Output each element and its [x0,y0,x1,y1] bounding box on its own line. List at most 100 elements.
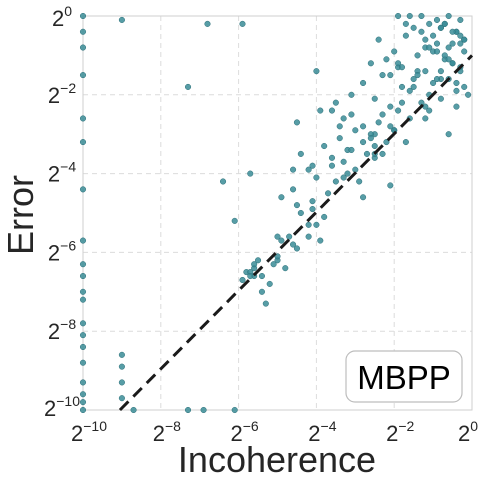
data-point [274,253,281,260]
data-point [286,233,293,240]
y-tick-label: 2−10 [44,393,80,421]
data-point [387,182,394,189]
legend-label: MBPP [357,359,451,396]
data-point [118,395,125,402]
data-point [395,60,402,67]
data-point [321,142,328,150]
data-point [453,79,460,87]
data-point [336,123,343,130]
data-point [313,68,320,75]
data-point [79,44,87,51]
data-point [348,111,355,118]
data-point [457,16,464,23]
data-point [387,103,394,110]
data-point [79,406,87,414]
data-point [317,107,324,114]
data-point [79,186,87,193]
data-point [79,359,87,366]
data-point [402,32,409,39]
x-tick-label: 2−10 [71,418,107,446]
data-point [309,198,316,205]
data-point [360,79,367,87]
data-point [258,272,265,280]
data-point [79,139,87,146]
data-point [293,119,301,126]
data-point [118,351,125,358]
data-point [231,406,238,414]
data-point [266,280,273,287]
data-point [414,72,421,79]
data-point [465,91,472,98]
data-point [332,99,339,106]
data-point [406,87,413,94]
data-point [430,32,437,39]
plot-frame [82,15,473,411]
data-point [375,119,382,126]
data-point [449,60,456,67]
data-point [453,103,460,110]
data-point [293,202,301,209]
data-point [290,241,297,248]
x-tick-label: 2−4 [308,418,336,446]
data-point [79,343,87,351]
legend-frame [345,350,463,403]
data-point [398,83,406,90]
y-tick-label: 2−4 [48,159,76,187]
y-axis-label: Error [0,175,41,255]
data-point [422,36,429,43]
data-point [309,206,316,213]
data-point [79,332,87,339]
data-point [371,95,378,102]
data-point [313,221,320,228]
data-point [79,272,87,280]
data-point [422,68,429,75]
data-point [356,178,363,185]
data-point [433,48,441,55]
data-point [387,72,394,79]
x-tick-label: 2−6 [230,418,258,446]
data-point [79,288,87,295]
data-point [360,139,367,146]
data-point [457,40,464,47]
data-point [445,12,452,20]
x-tick-label: 2−2 [386,418,414,446]
data-point [305,166,312,173]
data-point [79,296,87,303]
data-point [348,146,355,154]
data-point [441,52,448,59]
data-point [79,320,87,327]
data-point [239,276,246,284]
data-point [402,139,409,146]
data-point [258,288,265,295]
data-point [278,237,285,244]
data-point [309,162,316,169]
data-point [360,194,367,201]
data-point [251,261,258,268]
data-point [204,20,211,27]
data-point [387,123,394,130]
data-point [239,20,246,27]
data-point [410,24,417,31]
data-point [325,190,332,197]
data-point [340,115,347,122]
x-tick-labels: 2−10 2−8 2−6 2−4 2−2 20 [71,418,478,446]
data-point [426,44,433,51]
data-point [118,16,125,23]
data-point [79,261,87,268]
data-point [79,72,87,79]
data-point [79,399,87,406]
data-point [426,107,433,114]
data-point [383,56,390,63]
data-point [461,48,468,55]
data-point [445,44,452,51]
data-point [445,56,452,63]
data-point [367,60,374,67]
data-point [340,174,347,181]
data-point [328,154,336,161]
data-point [118,363,125,370]
data-point [278,194,285,201]
data-point [437,24,444,31]
data-point [422,115,429,122]
data-point [231,217,238,224]
